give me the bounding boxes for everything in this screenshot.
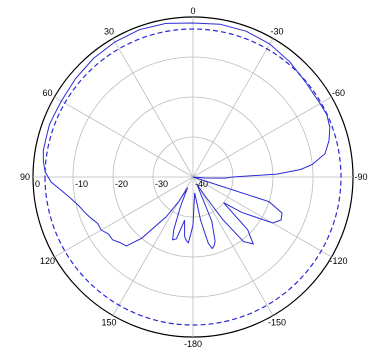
radial-tick-label: -20	[115, 179, 128, 189]
radial-tick-label: -40	[195, 179, 208, 189]
angle-tick-label: 120	[40, 256, 55, 266]
angle-tick-label: 90	[20, 172, 30, 182]
angle-tick-label: 0	[190, 6, 195, 16]
grid-spoke	[54, 96, 194, 178]
grid-spoke	[192, 96, 332, 178]
grid-spoke	[192, 176, 274, 316]
angle-tick-label: -120	[329, 256, 347, 266]
radial-tick-label: -10	[75, 179, 88, 189]
angle-tick-label: 150	[101, 318, 116, 328]
grid-spoke	[112, 38, 194, 178]
angle-tick-label: -60	[332, 88, 345, 98]
angle-tick-label: 60	[42, 88, 52, 98]
angle-tick-label: -90	[354, 172, 367, 182]
angle-tick-label: -150	[268, 318, 286, 328]
radial-tick-label: -30	[155, 179, 168, 189]
angle-tick-labels: 0 30 60 90 120 150 -180 -150 -120 -90 -60 -30	[20, 6, 368, 347]
reference-circle-dashed	[44, 28, 342, 326]
angle-tick-label: 30	[104, 27, 114, 37]
grid-spoke	[192, 38, 274, 178]
angle-tick-label: -180	[184, 339, 202, 347]
radiation-pattern-trace	[42, 22, 331, 250]
angle-tick-label: -30	[270, 27, 283, 37]
radial-tick-label: 0	[35, 179, 40, 189]
grid-spoke	[192, 176, 332, 258]
grid-spoke	[54, 176, 194, 258]
radial-tick-labels: 0 -10 -20 -30 -40	[35, 179, 208, 189]
